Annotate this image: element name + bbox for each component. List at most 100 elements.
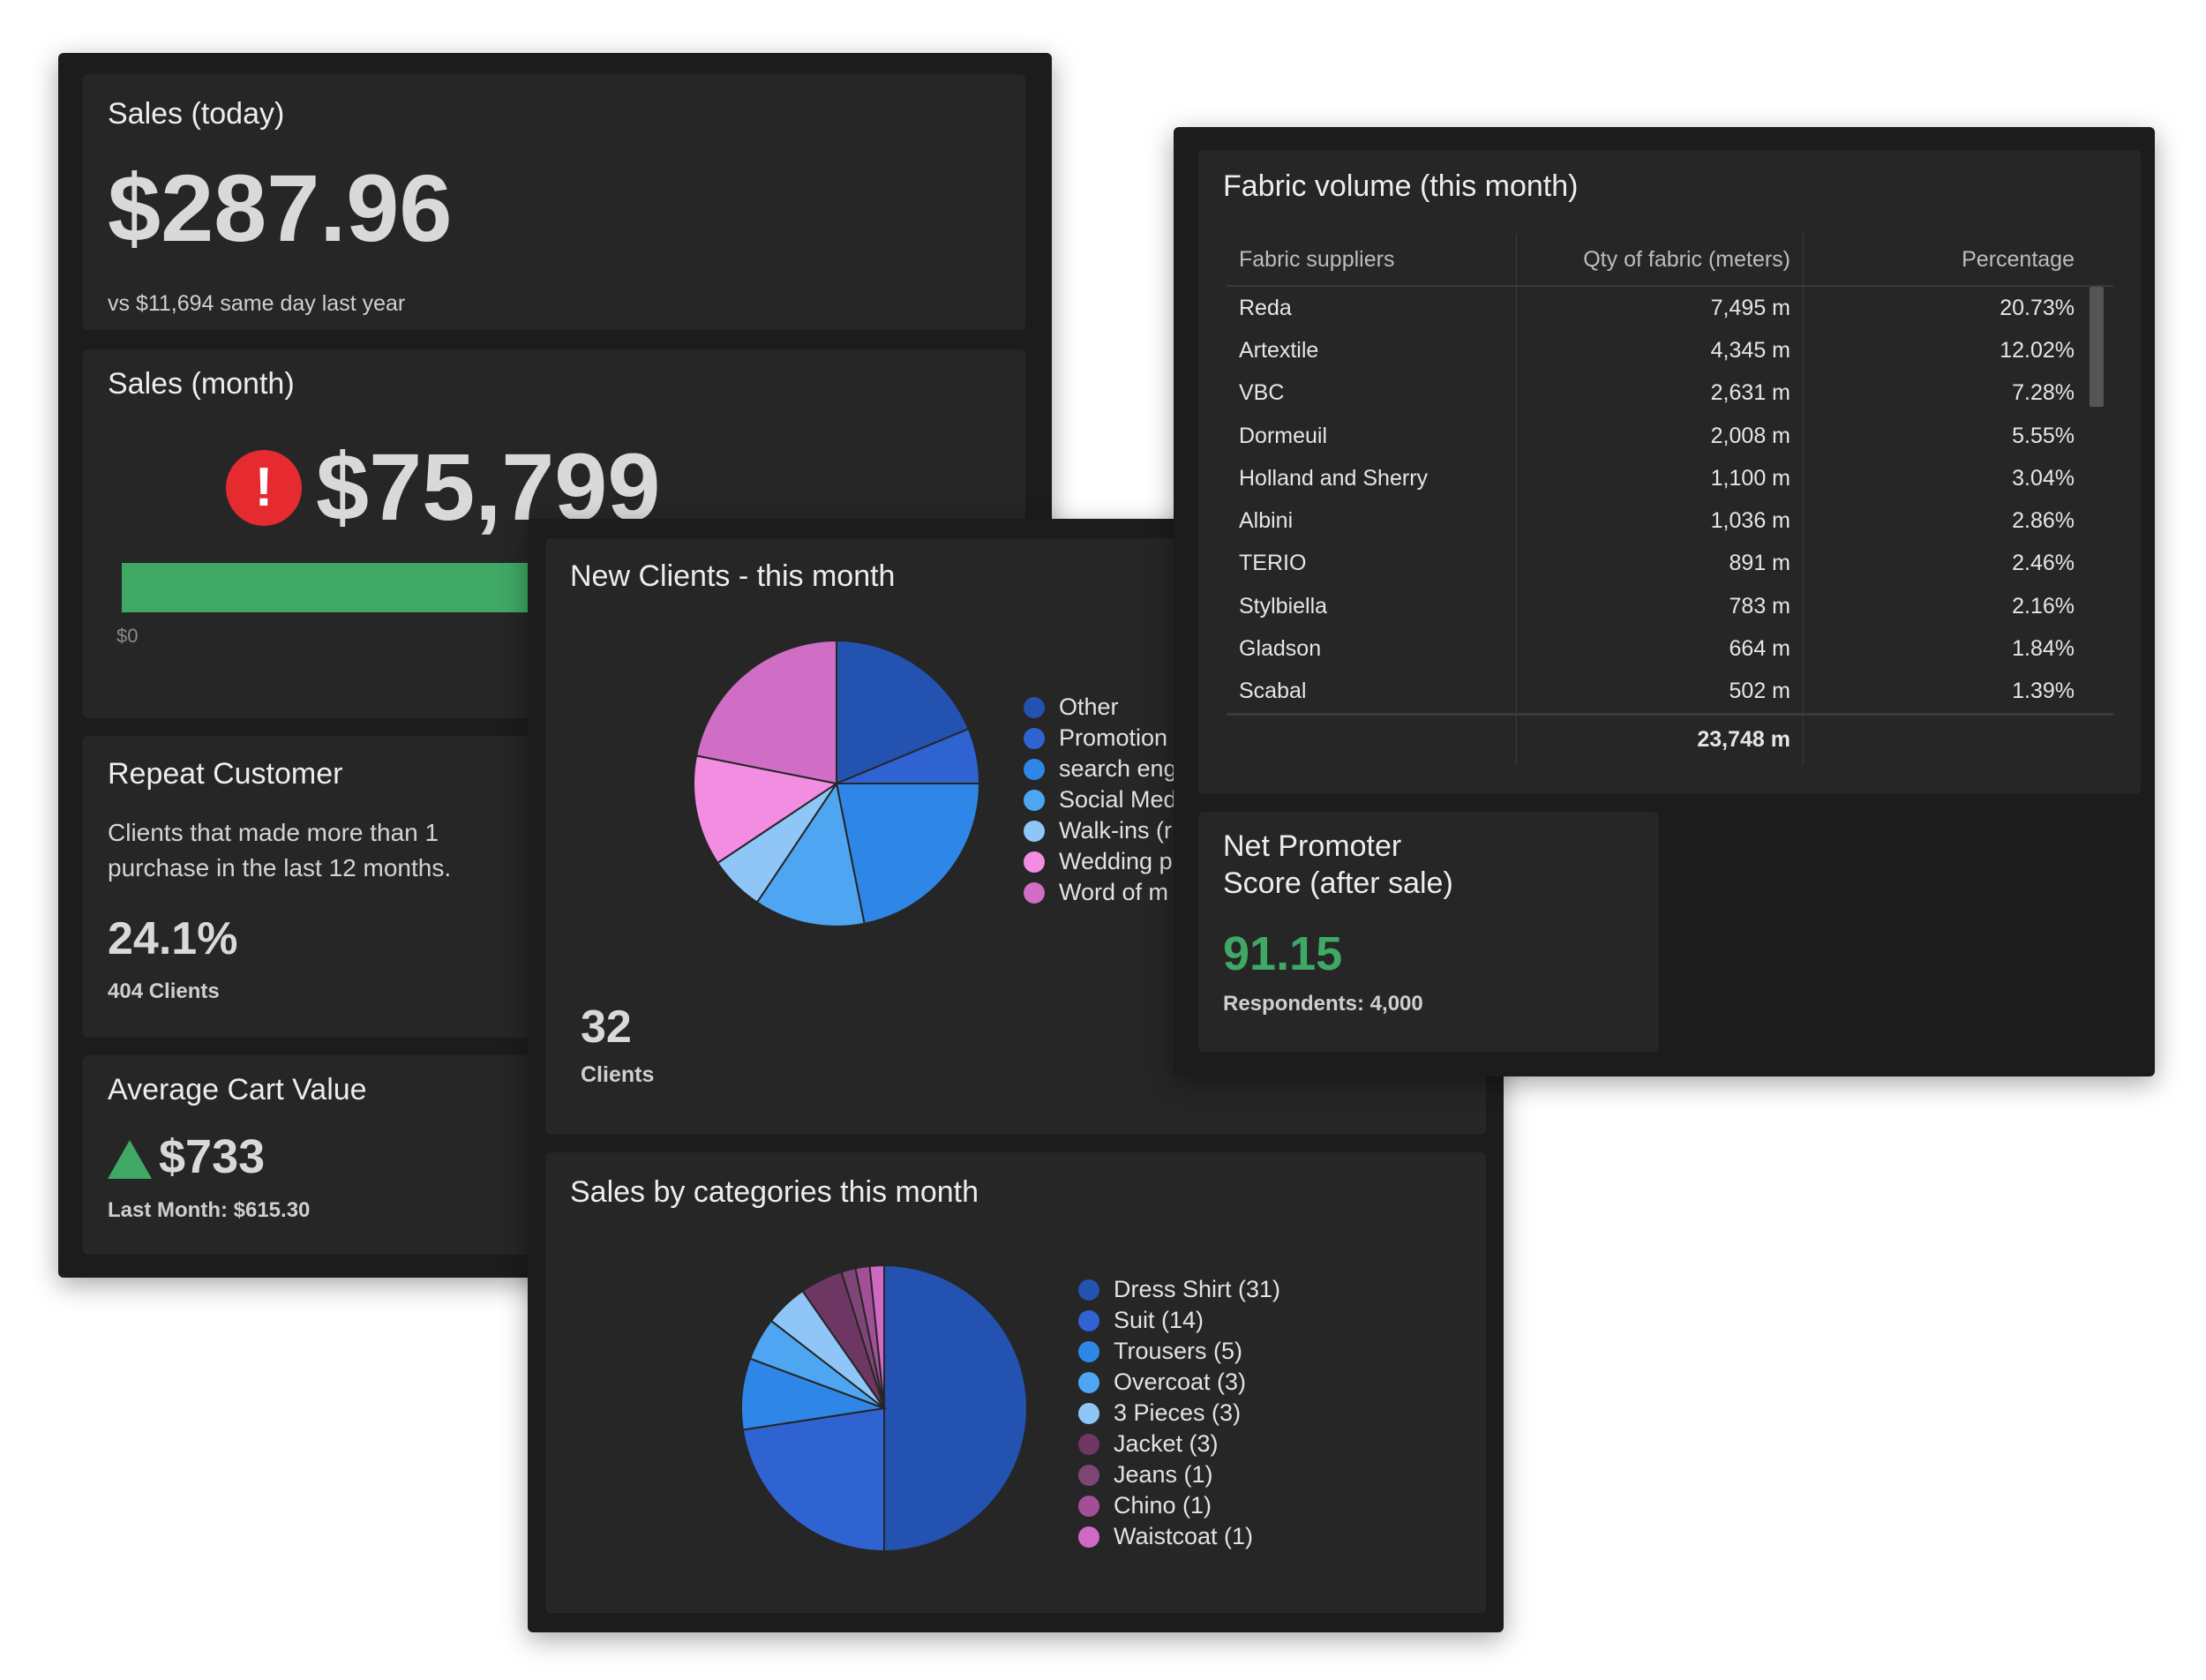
- legend-label: Trousers (5): [1114, 1338, 1243, 1364]
- pie-slice[interactable]: [835, 783, 981, 926]
- legend-item[interactable]: Suit (14): [1078, 1305, 1280, 1336]
- percentage-cell: 2.86%: [2012, 508, 2075, 534]
- legend-swatch: [1024, 820, 1045, 842]
- table-row[interactable]: Albini 1,036 m 2.86%: [1227, 499, 2113, 543]
- supplier-cell: Reda: [1227, 286, 1517, 330]
- table-row[interactable]: Artextile 4,345 m 12.02%: [1227, 329, 2113, 372]
- quantity-cell: 664 m: [1516, 627, 1804, 671]
- table-row[interactable]: Stylbiella 783 m 2.16%: [1227, 585, 2113, 628]
- fabric-volume-table: Fabric suppliers Qty of fabric (meters) …: [1227, 234, 2113, 765]
- legend-swatch: [1024, 727, 1045, 749]
- legend-label: Chino (1): [1114, 1492, 1212, 1519]
- legend-item[interactable]: Social Med: [1024, 784, 1177, 815]
- legend-swatch: [1024, 881, 1045, 904]
- supplier-cell: Albini: [1227, 499, 1517, 543]
- legend-swatch: [1078, 1340, 1099, 1362]
- repeat-customer-description-line2: purchase in the last 12 months.: [108, 854, 452, 881]
- table-row[interactable]: VBC 2,631 m 7.28%: [1227, 371, 2113, 415]
- percentage-cell: 7.28%: [2012, 380, 2075, 406]
- sales-today-card[interactable]: Sales (today) $287.96 vs $11,694 same da…: [83, 74, 1025, 330]
- repeat-customer-subvalue: 404 Clients: [108, 979, 220, 1003]
- supplier-cell: Dormeuil: [1227, 414, 1517, 458]
- column-header-quantity[interactable]: Qty of fabric (meters): [1516, 234, 1804, 287]
- legend-swatch: [1024, 758, 1045, 780]
- pie-slice[interactable]: [868, 1264, 885, 1409]
- legend-item[interactable]: Jacket (3): [1078, 1429, 1280, 1459]
- table-row[interactable]: TERIO 891 m 2.46%: [1227, 542, 2113, 586]
- percentage-cell: 20.73%: [2000, 295, 2075, 320]
- legend-item[interactable]: Wedding p: [1024, 846, 1177, 877]
- new-clients-title: New Clients - this month: [570, 559, 896, 593]
- total-label-cell: [1227, 712, 1517, 765]
- table-row[interactable]: Holland and Sherry 1,100 m 3.04%: [1227, 457, 2113, 500]
- legend-item[interactable]: Jeans (1): [1078, 1459, 1280, 1490]
- legend-item[interactable]: search eng: [1024, 754, 1177, 784]
- new-clients-pie-chart: [693, 639, 981, 927]
- legend-item[interactable]: Dress Shirt (31): [1078, 1274, 1280, 1305]
- pie-slice[interactable]: [836, 639, 970, 785]
- legend-label: Jacket (3): [1114, 1430, 1219, 1457]
- legend-item[interactable]: Word of m: [1024, 877, 1177, 908]
- sales-categories-card[interactable]: Sales by categories this month Dress Shi…: [545, 1152, 1486, 1613]
- fabric-volume-card[interactable]: Fabric volume (this month) Fabric suppli…: [1198, 150, 2141, 794]
- legend-label: Social Med: [1059, 786, 1177, 813]
- legend-label: Wedding p: [1059, 848, 1173, 874]
- supplier-cell: TERIO: [1227, 542, 1517, 586]
- sales-progress-min-label: $0: [116, 625, 139, 647]
- fabric-volume-title: Fabric volume (this month): [1223, 169, 1579, 203]
- repeat-customer-title: Repeat Customer: [108, 757, 343, 791]
- percentage-cell: 2.46%: [2012, 551, 2075, 576]
- legend-label: Word of m: [1059, 879, 1169, 905]
- table-row[interactable]: Dormeuil 2,008 m 5.55%: [1227, 414, 2113, 458]
- sales-month-title: Sales (month): [108, 367, 295, 401]
- legend-label: Other: [1059, 694, 1119, 720]
- quantity-cell: 502 m: [1516, 670, 1804, 715]
- pie-slice[interactable]: [755, 781, 866, 927]
- supplier-cell: Holland and Sherry: [1227, 457, 1517, 500]
- pie-slice[interactable]: [693, 754, 839, 865]
- legend-swatch: [1078, 1526, 1099, 1548]
- column-header-suppliers[interactable]: Fabric suppliers: [1227, 234, 1517, 287]
- legend-item[interactable]: Other: [1024, 692, 1177, 723]
- legend-item[interactable]: Promotion: [1024, 723, 1177, 754]
- table-row[interactable]: Reda 7,495 m 20.73%: [1227, 286, 2113, 330]
- quantity-cell: 783 m: [1516, 585, 1804, 628]
- sales-categories-legend: Dress Shirt (31) Suit (14) Trousers (5) Ove…: [1078, 1274, 1280, 1552]
- legend-swatch: [1024, 851, 1045, 873]
- legend-swatch: [1078, 1464, 1099, 1486]
- legend-item[interactable]: Waistcoat (1): [1078, 1521, 1280, 1552]
- legend-item[interactable]: Walk-ins (r: [1024, 815, 1177, 846]
- percentage-cell: 3.04%: [2012, 465, 2075, 491]
- legend-label: Walk-ins (r: [1059, 817, 1172, 844]
- legend-item[interactable]: Chino (1): [1078, 1490, 1280, 1521]
- average-cart-value: $733: [159, 1130, 266, 1183]
- legend-label: Promotion: [1059, 724, 1168, 751]
- legend-item[interactable]: 3 Pieces (3): [1078, 1398, 1280, 1429]
- table-scrollbar[interactable]: [2090, 287, 2104, 407]
- supplier-cell: Gladson: [1227, 627, 1517, 671]
- average-cart-last-month: Last Month: $615.30: [108, 1198, 311, 1222]
- table-row[interactable]: Scabal 502 m 1.39%: [1227, 670, 2113, 715]
- nps-title-line2: Score (after sale): [1223, 866, 1453, 900]
- sales-today-comparison: vs $11,694 same day last year: [108, 291, 406, 316]
- legend-label: 3 Pieces (3): [1114, 1399, 1242, 1426]
- right-dashboard-panel: Fabric volume (this month) Fabric suppli…: [1174, 127, 2155, 1076]
- pie-slice[interactable]: [741, 1406, 885, 1553]
- alert-glyph: !: [254, 457, 274, 518]
- legend-swatch: [1078, 1433, 1099, 1455]
- total-quantity-cell: 23,748 m: [1516, 712, 1804, 765]
- pie-slice[interactable]: [883, 1264, 1028, 1553]
- nps-card[interactable]: Net Promoter Score (after sale) 91.15 Re…: [1198, 812, 1659, 1052]
- average-cart-title: Average Cart Value: [108, 1073, 367, 1106]
- repeat-customer-value: 24.1%: [108, 913, 238, 964]
- sales-categories-title: Sales by categories this month: [570, 1175, 979, 1209]
- new-clients-total-label: Clients: [581, 1062, 655, 1087]
- legend-item[interactable]: Trousers (5): [1078, 1336, 1280, 1367]
- column-header-percentage[interactable]: Percentage: [1803, 234, 2113, 287]
- legend-swatch: [1078, 1371, 1099, 1393]
- total-percentage-cell: [1803, 712, 2113, 765]
- table-row[interactable]: Gladson 664 m 1.84%: [1227, 627, 2113, 671]
- legend-item[interactable]: Overcoat (3): [1078, 1367, 1280, 1398]
- quantity-cell: 7,495 m: [1516, 286, 1804, 330]
- pie-slice[interactable]: [694, 639, 837, 785]
